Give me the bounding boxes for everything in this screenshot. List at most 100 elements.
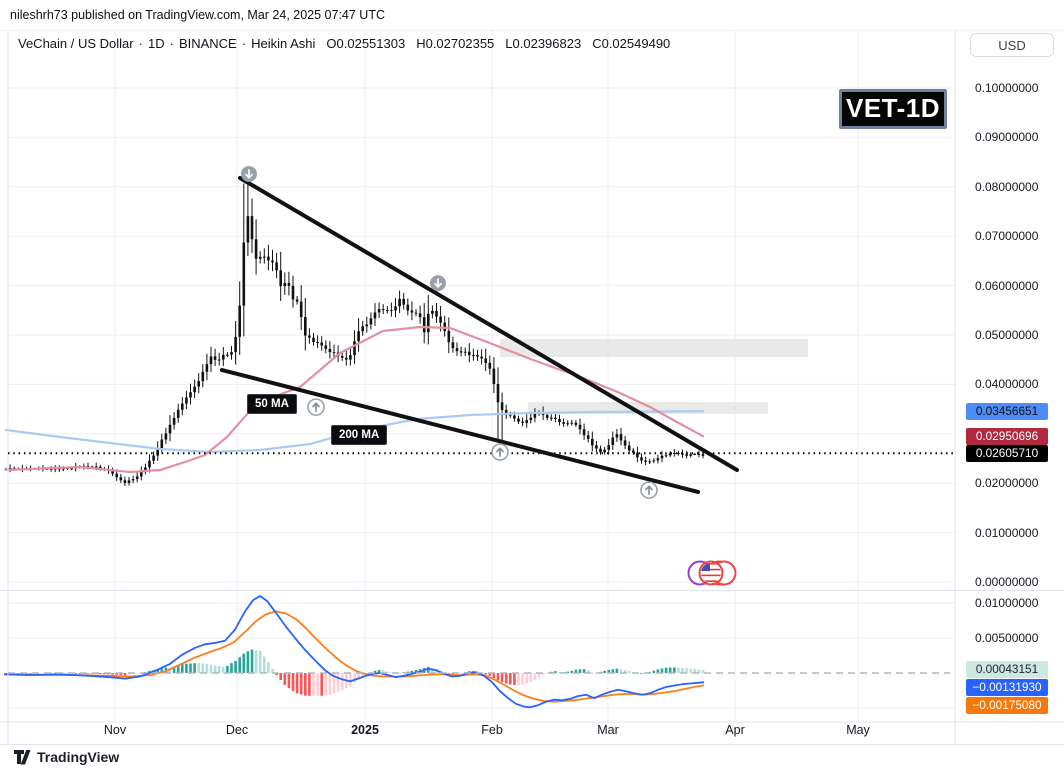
pane-borders [0,29,1064,745]
ohlc-close-label: C [592,36,602,51]
macd-histogram-bar [586,670,590,673]
macd-histogram-bar [258,650,262,673]
flag-events-icon[interactable] [687,560,737,586]
macd-histogram-bar [308,673,311,696]
macd-histogram-bar [427,667,430,673]
legend-exchange[interactable]: BINANCE [178,36,237,51]
macd-histogram-bar [189,663,192,673]
supply-zone-upper[interactable] [500,339,808,357]
candle-body [447,331,451,343]
candle-body [623,440,627,446]
macd-histogram-bar [250,649,254,673]
ma50-line[interactable] [4,325,705,474]
price-tick: 0.05000000 [975,328,1039,342]
candle-body [234,336,237,353]
symbol-legend[interactable]: VeChain / US Dollar · 1D · BINANCE · Heikin As… [18,36,670,51]
candle-body [582,429,586,436]
candle-body [250,216,254,240]
candle-body [656,458,660,461]
tradingview-logo-icon[interactable] [14,749,31,765]
down-arrow-icon [434,278,442,288]
macd-histogram-bar [414,669,418,673]
marker-down-arrow-1[interactable] [241,165,257,182]
candle-body [135,476,139,480]
time-axis-label-2025: 2025 [351,723,379,737]
macd-histogram-bar [217,666,221,673]
macd-histogram-bar [230,663,233,673]
ma50-callout-label[interactable]: 50 MA [247,394,297,415]
macd-histogram-bar [238,657,241,673]
candle-body [386,310,389,312]
gridlines [8,30,955,722]
candle-body [550,417,553,419]
macd-histogram-bar [340,673,344,690]
macd-histogram-bar [209,664,213,673]
legend-interval[interactable]: 1D [147,36,165,51]
candle-body [242,242,246,306]
candle-body [517,418,520,422]
macd-histogram-bar [623,670,627,673]
legend-symbol[interactable]: VeChain / US Dollar [18,36,134,51]
time-axis-label-mar: Mar [597,723,619,737]
symbol-watermark[interactable]: VET-1D [839,89,947,129]
macd-histogram-bar [115,673,118,675]
ma200-callout-label[interactable]: 200 MA [331,425,388,446]
upper-descending-trendline[interactable] [238,176,739,473]
macd-histogram-bar [492,673,496,679]
candle-body [144,467,147,472]
supply-zone-lower[interactable] [528,401,768,414]
macd-pane[interactable] [0,590,955,723]
marker-up-arrow-3[interactable] [307,398,325,416]
candle-body [369,318,373,325]
ohlc-high-label: H [416,36,426,51]
candle-body [607,444,610,450]
price-pane[interactable] [0,30,955,591]
candle-body [213,356,217,360]
marker-up-arrow-4[interactable] [491,443,509,461]
macd-histogram-bar [291,673,295,692]
candle-body [468,351,471,356]
ohlc-low-label: L [505,36,513,51]
candle-body [599,448,602,453]
macd-signal-line[interactable] [3,610,705,703]
lower-descending-trendline[interactable] [220,368,700,494]
time-axis-label-apr: Apr [725,723,745,737]
candle-body [365,324,369,327]
macd-histogram-bar [656,669,660,673]
macd-histogram-bar [295,673,299,694]
candle-body [513,415,516,419]
candle-body [168,424,172,434]
macd-histogram-bar [78,673,82,674]
macd-histogram-bar [283,673,287,685]
candle-body [349,355,352,360]
macd-histogram-bar [181,664,184,673]
macd-histogram-bar [517,673,520,685]
candle-body [357,331,360,342]
macd-histogram-bar [271,668,274,673]
candle-body [521,421,524,423]
macd-histogram[interactable] [4,649,705,696]
candle-body [648,461,651,463]
macd-histogram-bar [176,665,180,673]
macd-histogram-bar [111,673,114,675]
candle-body [414,312,418,314]
macd-histogram-bar [62,672,65,674]
candle-body [689,454,692,456]
legend-chart-type[interactable]: Heikin Ashi [251,36,316,51]
ma200-line[interactable] [4,410,705,454]
candle-body [636,452,639,458]
publish-bar: nileshrh73 published on TradingView.com,… [0,0,1064,30]
currency-toggle-button[interactable]: USD [970,33,1054,57]
macd-line[interactable] [3,595,705,709]
macd-histogram-bar [66,672,69,674]
macd-histogram-bar [222,666,225,673]
marker-up-arrow-5[interactable] [640,481,658,499]
macd-histogram-bar [373,670,377,673]
marker-down-arrow-2[interactable] [430,275,446,292]
tradingview-brand[interactable]: TradingView [37,749,120,765]
macd-histogram-bar [566,671,569,673]
candle-body [664,455,668,457]
candle-body [390,310,393,312]
